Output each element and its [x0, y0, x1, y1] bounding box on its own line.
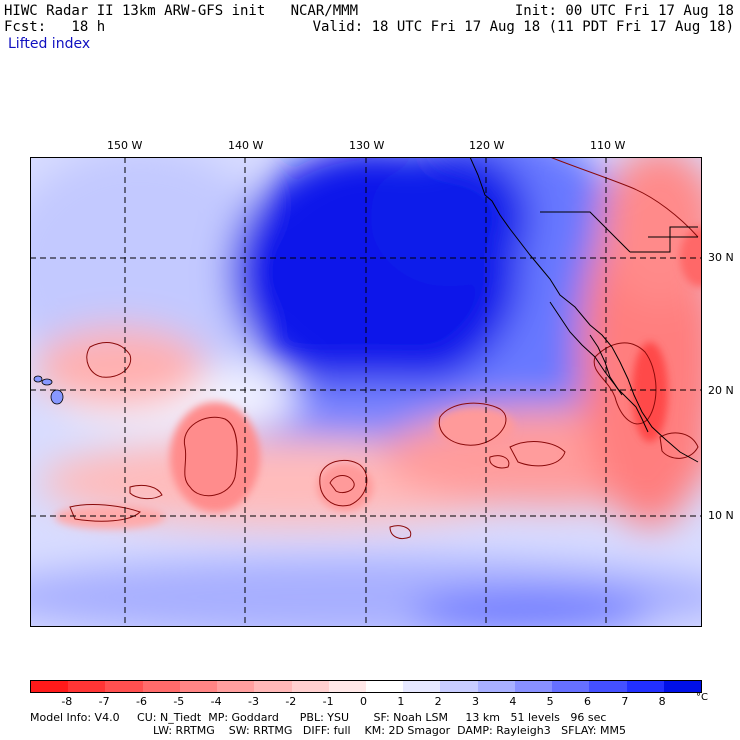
model-info-line2: LW: RRTMG SW: RRTMG DIFF: full KM: 2D Sm… — [153, 724, 626, 737]
colorbar-tick-label: -5 — [173, 695, 185, 708]
hawaii-islands — [33, 375, 64, 405]
colorbar-segment — [68, 681, 106, 692]
model-title: HIWC Radar II 13km ARW-GFS init NCAR/MMM — [4, 3, 359, 19]
colorbar-segment — [254, 681, 292, 692]
colorbar-segment — [365, 681, 404, 692]
colorbar-segment — [105, 681, 143, 692]
field-name: Lifted index — [8, 36, 91, 52]
graticule — [30, 157, 702, 627]
lat-label-10n: 10 N — [708, 509, 734, 522]
colorbar-segment — [589, 681, 627, 692]
colorbar-tick-label: 3 — [472, 695, 479, 708]
contour-lines — [69, 157, 699, 540]
colorbar-tick-label: 6 — [584, 695, 591, 708]
colorbar-tick-label: 7 — [621, 695, 629, 708]
coastline — [469, 157, 699, 463]
colorbar-segment — [217, 681, 255, 692]
colorbar — [30, 680, 702, 693]
forecast-hour: Fcst: 18 h — [4, 19, 106, 35]
init-time: Init: 00 UTC Fri 17 Aug 18 — [514, 3, 734, 19]
lifted-index-map — [30, 157, 702, 627]
lat-label-30n: 30 N — [708, 251, 734, 264]
colorbar-tick-label: -3 — [248, 695, 259, 708]
colorbar-segment — [403, 681, 441, 692]
colorbar-segment — [477, 681, 515, 692]
colorbar-tick-label: -4 — [210, 695, 222, 708]
colorbar-tick-label: -7 — [98, 695, 110, 708]
valid-time: Valid: 18 UTC Fri 17 Aug 18 (11 PDT Fri … — [312, 19, 734, 35]
lat-label-20n: 20 N — [708, 384, 734, 397]
colorbar-segment — [291, 681, 329, 692]
colorbar-tick-label: 2 — [434, 695, 442, 708]
colorbar-tick-label: -1 — [322, 695, 334, 708]
colorbar-tick-label: -8 — [61, 695, 73, 708]
colorbar-segment — [552, 681, 590, 692]
map-frame — [30, 157, 702, 627]
colorbar-tick-label: 8 — [658, 695, 666, 708]
colorbar-tick-label: -2 — [285, 695, 297, 708]
colorbar-tick-label: 0 — [360, 695, 367, 708]
lon-label-140w: 140 W — [228, 139, 264, 152]
colorbar-tick-label: -6 — [136, 695, 147, 708]
colorbar-segment — [514, 681, 553, 692]
lon-label-120w: 120 W — [469, 139, 505, 152]
lon-label-130w: 130 W — [349, 139, 385, 152]
colorbar-tick-label: 1 — [397, 695, 405, 708]
colorbar-unit: °C — [696, 692, 708, 703]
colorbar-segment — [663, 681, 701, 692]
colorbar-segment — [626, 681, 664, 692]
colorbar-segment — [31, 681, 69, 692]
model-info-line1: Model Info: V4.0 CU: N_Tiedt MP: Goddard… — [30, 711, 607, 724]
colorbar-segment — [328, 681, 366, 692]
colorbar-segment — [440, 681, 478, 692]
colorbar-segment — [179, 681, 218, 692]
lon-label-150w: 150 W — [107, 139, 143, 152]
colorbar-segment — [142, 681, 180, 692]
lon-label-110w: 110 W — [590, 139, 626, 152]
colorbar-tick-label: 4 — [509, 695, 517, 708]
colorbar-tick-label: 5 — [546, 695, 554, 708]
